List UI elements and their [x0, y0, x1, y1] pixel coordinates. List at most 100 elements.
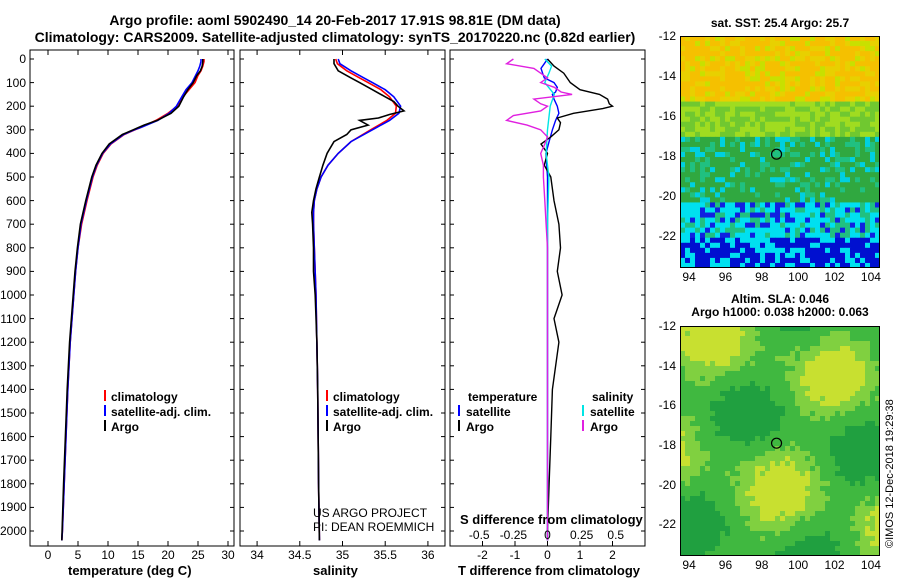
map-cell: [720, 172, 726, 178]
map-cell: [750, 471, 756, 477]
map-cell: [865, 96, 871, 102]
map-cell: [790, 197, 796, 203]
map-cell: [815, 167, 821, 173]
map-cell: [865, 56, 871, 62]
map-cell: [835, 217, 841, 224]
map-cell: [745, 197, 751, 203]
map-cell: [805, 331, 811, 337]
map-cell: [685, 182, 691, 188]
map-cell: [830, 341, 836, 347]
map-cell: [705, 116, 711, 123]
map-cell: [690, 361, 696, 367]
map-cell: [870, 491, 876, 497]
map-cell: [755, 66, 761, 72]
map-cell: [810, 56, 816, 62]
map-cell: [690, 486, 696, 492]
map-cell: [770, 346, 776, 352]
map-cell: [785, 152, 791, 158]
map-cell: [760, 86, 766, 92]
map-cell: [825, 262, 831, 268]
map-cell: [680, 431, 686, 437]
map-cell: [780, 247, 786, 254]
map-cell: [770, 61, 776, 67]
map-cell: [685, 486, 691, 492]
map-cell: [735, 391, 741, 397]
map-cell: [685, 426, 691, 432]
map-cell: [680, 361, 686, 367]
depth-tick-label: 900: [5, 264, 26, 279]
map-cell: [745, 346, 751, 352]
map-cell: [695, 366, 701, 372]
map-cell: [725, 451, 731, 457]
map-cell: [815, 222, 821, 229]
map-cell: [810, 207, 816, 213]
map-cell: [810, 361, 816, 367]
x-tick-label: 25: [191, 548, 205, 562]
map-cell: [810, 396, 816, 402]
map-cell: [840, 162, 846, 168]
map-cell: [720, 146, 726, 153]
map-cell: [755, 162, 761, 168]
map-cell: [685, 341, 691, 347]
map-cell: [810, 536, 816, 542]
map-cell: [730, 391, 736, 397]
map-cell: [735, 157, 741, 163]
map-cell: [825, 551, 831, 556]
map-cell: [765, 141, 771, 148]
map-cell: [755, 242, 761, 249]
map-cell: [725, 341, 731, 347]
depth-tick-label: 1100: [0, 311, 26, 326]
map-cell: [720, 101, 726, 108]
map-cell: [815, 36, 821, 42]
map-cell: [740, 247, 746, 254]
map-cell: [800, 501, 806, 507]
map-cell: [705, 346, 711, 352]
map-cell: [865, 197, 871, 203]
map-cell: [680, 381, 686, 387]
map-cell: [790, 446, 796, 452]
map-cell: [725, 36, 731, 42]
map-cell: [830, 326, 836, 332]
map-cell: [835, 106, 841, 113]
map-cell: [790, 36, 796, 42]
map-cell: [830, 126, 836, 133]
map-cell: [770, 106, 776, 113]
map-cell: [690, 366, 696, 372]
map-cell: [765, 182, 771, 188]
map-cell: [690, 182, 696, 188]
map-cell: [820, 232, 826, 239]
map-cell: [845, 486, 851, 492]
map-cell: [855, 232, 861, 239]
map-cell: [695, 207, 701, 213]
map-cell: [765, 551, 771, 556]
map-cell: [735, 406, 741, 412]
map-cell: [860, 116, 866, 123]
map-cell: [840, 466, 846, 472]
map-cell: [695, 351, 701, 357]
map-cell: [760, 116, 766, 123]
map-cell: [775, 111, 781, 118]
map-cell: [825, 466, 831, 472]
map-cell: [755, 71, 761, 77]
map-cell: [770, 516, 776, 522]
map-cell: [830, 526, 836, 532]
map-cell: [775, 346, 781, 352]
map-cell: [790, 172, 796, 178]
map-cell: [840, 381, 846, 387]
map-cell: [765, 242, 771, 249]
map-cell: [710, 136, 716, 143]
map-cell: [695, 61, 701, 67]
map-cell: [750, 247, 756, 254]
depth-tick-label: 300: [5, 122, 26, 137]
map-cell: [745, 336, 751, 342]
map-cell: [800, 386, 806, 392]
map-cell: [695, 441, 701, 447]
map-cell: [875, 526, 880, 532]
map-cell: [765, 252, 771, 259]
map-cell: [695, 506, 701, 512]
map-cell: [720, 126, 726, 133]
map-cell: [860, 371, 866, 377]
lat-tick-label: -18: [658, 149, 676, 163]
map-cell: [810, 366, 816, 372]
map-cell: [850, 541, 856, 547]
